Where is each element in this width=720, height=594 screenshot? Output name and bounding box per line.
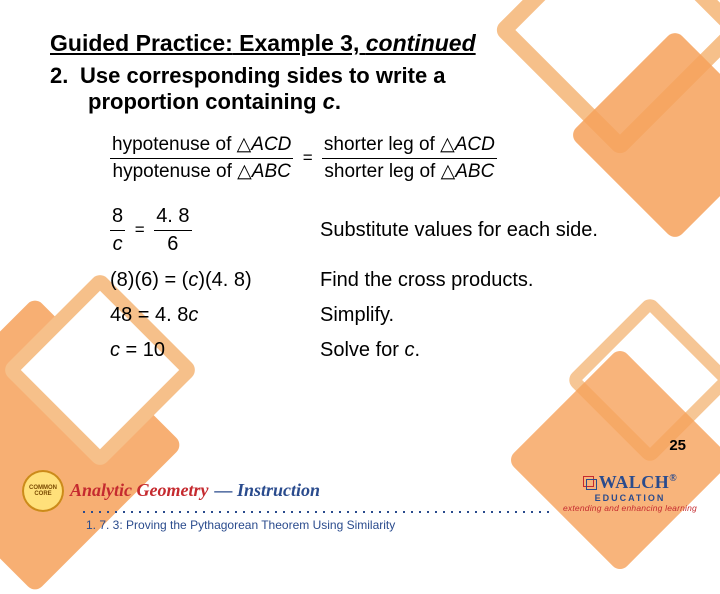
frac-8-c: 8 c bbox=[110, 204, 125, 257]
page-number: 25 bbox=[669, 437, 686, 454]
title-rest-a: Example 3, bbox=[233, 30, 366, 56]
title: Guided Practice: Example 3, continued bbox=[50, 30, 670, 57]
work-steps: 8 c = 4. 8 6 Substitute values for each … bbox=[110, 198, 618, 368]
title-rest-b: continued bbox=[366, 30, 476, 56]
walch-logo: WALCH® EDUCATION extending and enhancing… bbox=[560, 472, 700, 513]
proportion-right-frac: shorter leg of △ACD shorter leg of △ABC bbox=[322, 133, 497, 184]
frac-48-6: 4. 8 6 bbox=[154, 204, 191, 257]
equals-sign: = bbox=[299, 148, 317, 168]
step-line2a: proportion containing bbox=[88, 89, 323, 114]
work-explain: Find the cross products. bbox=[320, 263, 618, 298]
step-heading: 2.Use corresponding sides to write a pro… bbox=[50, 63, 670, 115]
dots-divider bbox=[80, 510, 550, 514]
lesson-ref: 1. 7. 3: Proving the Pythagorean Theorem… bbox=[86, 518, 395, 532]
work-row: 8 c = 4. 8 6 Substitute values for each … bbox=[110, 198, 618, 263]
slide-content: Guided Practice: Example 3, continued 2.… bbox=[0, 0, 720, 368]
work-row: (8)(6) = (c)(4. 8) Find the cross produc… bbox=[110, 263, 618, 298]
step-var: c bbox=[323, 89, 335, 114]
common-core-badge: COMMON CORE bbox=[22, 470, 64, 512]
work-explain: Solve for c. bbox=[320, 333, 618, 368]
work-row: c = 10 Solve for c. bbox=[110, 333, 618, 368]
proportion-left-frac: hypotenuse of △ACD hypotenuse of △ABC bbox=[110, 133, 293, 184]
step-line2b: . bbox=[335, 89, 341, 114]
walch-icon bbox=[583, 476, 597, 490]
brand: Analytic Geometry — Instruction bbox=[70, 476, 320, 504]
work-explain: Simplify. bbox=[320, 298, 618, 333]
title-prefix: Guided Practice: bbox=[50, 30, 233, 56]
footer: COMMON CORE Analytic Geometry — Instruct… bbox=[0, 470, 720, 540]
work-row: 48 = 4. 8c Simplify. bbox=[110, 298, 618, 333]
step-number: 2. bbox=[50, 63, 80, 89]
proportion: hypotenuse of △ACD hypotenuse of △ABC = … bbox=[110, 133, 670, 184]
step-line1: Use corresponding sides to write a bbox=[80, 63, 446, 88]
work-explain: Substitute values for each side. bbox=[320, 198, 618, 263]
